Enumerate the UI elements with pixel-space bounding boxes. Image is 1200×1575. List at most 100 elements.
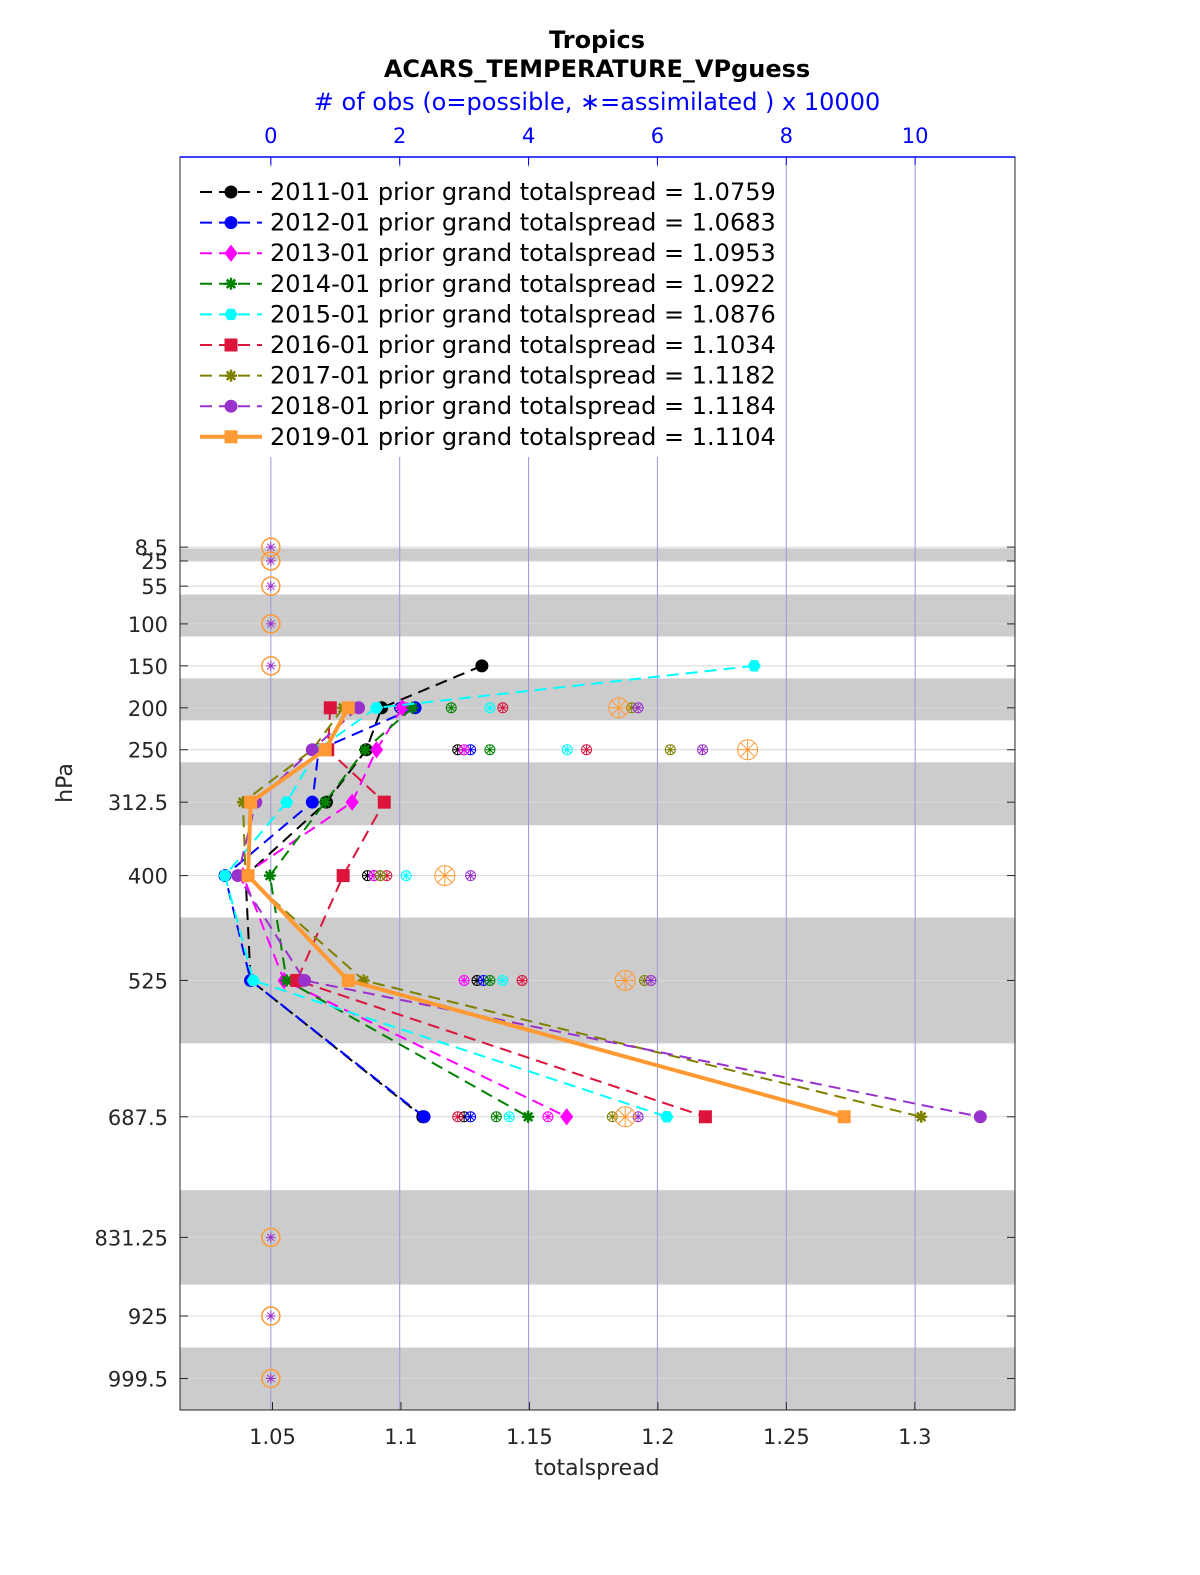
data-point bbox=[369, 702, 384, 714]
shaded-band bbox=[180, 762, 1015, 826]
obs-assimilated-marker bbox=[633, 1111, 644, 1122]
shaded-band bbox=[180, 594, 1015, 637]
shaded-band bbox=[180, 548, 1015, 561]
obs-assimilated-marker bbox=[465, 744, 476, 755]
obs-possible-marker bbox=[261, 1368, 281, 1389]
obs-assimilated-marker bbox=[497, 975, 508, 986]
legend-entry: 2019-01 prior grand totalspread = 1.1104 bbox=[270, 423, 776, 451]
obs-assimilated-marker bbox=[639, 975, 650, 986]
y-tick-label: 925 bbox=[128, 1305, 168, 1329]
data-point bbox=[406, 701, 419, 714]
series-line bbox=[223, 706, 425, 1118]
y-axis-label: hPa bbox=[53, 763, 78, 803]
obs-assimilated-marker bbox=[368, 870, 379, 881]
series-line bbox=[295, 707, 706, 1118]
data-point bbox=[319, 796, 332, 809]
obs-assimilated-marker bbox=[452, 1111, 463, 1122]
obs-assimilated-marker bbox=[434, 865, 455, 886]
obs-assimilated-marker bbox=[265, 660, 276, 671]
data-point bbox=[377, 795, 391, 809]
legend-marker bbox=[224, 244, 238, 262]
data-point bbox=[246, 974, 260, 987]
x-tick-label: 1.3 bbox=[898, 1425, 931, 1449]
legend-marker bbox=[224, 430, 238, 444]
obs-assimilated-marker bbox=[504, 1111, 515, 1122]
y-tick-label: 25 bbox=[141, 550, 168, 574]
obs-assimilated-marker bbox=[737, 739, 758, 760]
top-tick-label: 2 bbox=[393, 124, 406, 148]
obs-assimilated-marker bbox=[608, 697, 629, 718]
obs-assimilated-marker bbox=[581, 744, 592, 755]
legend-entry: 2017-01 prior grand totalspread = 1.1182 bbox=[270, 362, 776, 390]
data-point bbox=[218, 869, 232, 882]
obs-assimilated-marker bbox=[491, 1111, 502, 1122]
legend-entry: 2014-01 prior grand totalspread = 1.0922 bbox=[270, 270, 776, 298]
y-tick-label: 831.25 bbox=[95, 1226, 168, 1250]
obs-count-markers bbox=[261, 537, 759, 1389]
data-point bbox=[241, 869, 255, 883]
data-point bbox=[305, 743, 319, 757]
legend-marker bbox=[224, 216, 238, 230]
obs-assimilated-marker bbox=[472, 975, 483, 986]
legend-marker bbox=[225, 277, 237, 290]
obs-assimilated-marker bbox=[265, 1232, 276, 1243]
obs-assimilated-marker bbox=[542, 1111, 553, 1122]
top-tick-label: 0 bbox=[264, 124, 277, 148]
y-tick-label: 999.5 bbox=[108, 1368, 168, 1392]
data-point bbox=[323, 701, 337, 715]
series-line bbox=[241, 707, 922, 1118]
legend-entry: 2012-01 prior grand totalspread = 1.0683 bbox=[270, 209, 776, 237]
top-tick-label: 6 bbox=[651, 124, 664, 148]
chart-title: Tropics bbox=[549, 26, 645, 54]
data-point bbox=[417, 1110, 431, 1124]
x-tick-label: 1.05 bbox=[249, 1425, 296, 1449]
series-line bbox=[246, 706, 845, 1119]
obs-assimilated-marker bbox=[459, 975, 470, 986]
data-point bbox=[747, 660, 761, 672]
top-tick-label: 10 bbox=[902, 124, 929, 148]
data-point bbox=[244, 795, 258, 809]
x-tick-label: 1.25 bbox=[763, 1425, 810, 1449]
obs-assimilated-marker bbox=[265, 555, 276, 566]
data-point bbox=[660, 1111, 674, 1123]
legend-marker bbox=[225, 369, 237, 382]
obs-assimilated-marker bbox=[465, 870, 476, 881]
obs-possible-marker bbox=[261, 576, 281, 596]
data-point bbox=[341, 701, 355, 715]
obs-assimilated-marker bbox=[484, 744, 495, 755]
legend-box bbox=[190, 167, 750, 457]
obs-assimilated-marker bbox=[517, 975, 528, 986]
series-2011-01 bbox=[239, 659, 489, 1124]
obs-assimilated-marker bbox=[265, 618, 276, 629]
data-point bbox=[915, 1110, 928, 1123]
obs-assimilated-marker bbox=[401, 870, 412, 881]
x-axis-label: totalspread bbox=[534, 1456, 659, 1481]
legend-entry: 2011-01 prior grand totalspread = 1.0759 bbox=[270, 178, 776, 206]
legend: 2011-01 prior grand totalspread = 1.0759… bbox=[190, 167, 776, 457]
series-line bbox=[223, 664, 755, 1118]
obs-assimilated-marker bbox=[626, 702, 637, 713]
x-tick-label: 1.1 bbox=[384, 1425, 417, 1449]
obs-assimilated-marker bbox=[459, 1111, 470, 1122]
y-tick-label: 525 bbox=[128, 969, 168, 993]
top-tick-label: 8 bbox=[780, 124, 793, 148]
y-tick-label: 200 bbox=[128, 697, 168, 721]
grid-lines bbox=[180, 157, 1015, 1410]
obs-possible-marker bbox=[261, 614, 281, 634]
series-line bbox=[268, 707, 529, 1118]
data-point bbox=[837, 1110, 851, 1124]
data-point bbox=[358, 743, 371, 756]
series-lines bbox=[218, 659, 987, 1126]
data-point bbox=[357, 974, 370, 987]
series-2019-01 bbox=[241, 701, 851, 1124]
data-point bbox=[280, 974, 293, 987]
obs-assimilated-marker bbox=[265, 1311, 276, 1322]
data-point bbox=[475, 659, 489, 673]
data-point bbox=[369, 741, 384, 759]
chart-subtitle: ACARS_TEMPERATURE_VPguess bbox=[384, 55, 810, 83]
legend-entry: 2015-01 prior grand totalspread = 1.0876 bbox=[270, 300, 776, 328]
obs-assimilated-marker bbox=[633, 702, 644, 713]
data-point bbox=[298, 973, 312, 987]
